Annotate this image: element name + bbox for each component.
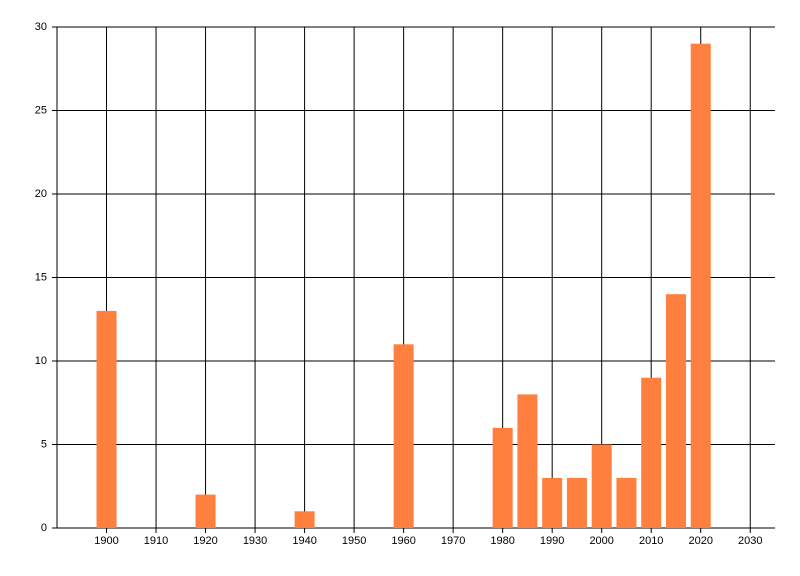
x-tick-label: 2030 [738,535,762,547]
x-tick-label: 1900 [94,535,118,547]
bar [641,377,662,528]
x-tick-label: 1950 [342,535,366,547]
x-tick-label: 1970 [441,535,465,547]
bar [542,477,563,528]
bar [566,477,587,528]
y-tick-label: 30 [35,21,47,33]
bar [517,394,538,528]
y-tick-label: 5 [41,438,47,450]
bar [665,294,686,528]
x-tick-label: 1910 [144,535,168,547]
x-tick-label: 1920 [193,535,217,547]
x-tick-label: 1940 [292,535,316,547]
y-tick-label: 0 [41,522,47,534]
x-tick-label: 1930 [243,535,267,547]
bar [294,511,315,528]
bar [96,310,117,528]
x-tick-label: 2010 [639,535,663,547]
y-tick-label: 10 [35,355,47,367]
bar [393,344,414,528]
x-tick-label: 1960 [391,535,415,547]
x-tick-label: 1980 [490,535,514,547]
y-tick-label: 15 [35,271,47,283]
bar [492,427,513,528]
x-tick-label: 2020 [688,535,712,547]
bar [195,494,216,528]
bar [616,477,637,528]
x-tick-label: 2000 [589,535,613,547]
bar [690,43,711,528]
y-tick-label: 25 [35,104,47,116]
y-tick-label: 20 [35,188,47,200]
bar [591,444,612,528]
x-tick-label: 1990 [540,535,564,547]
